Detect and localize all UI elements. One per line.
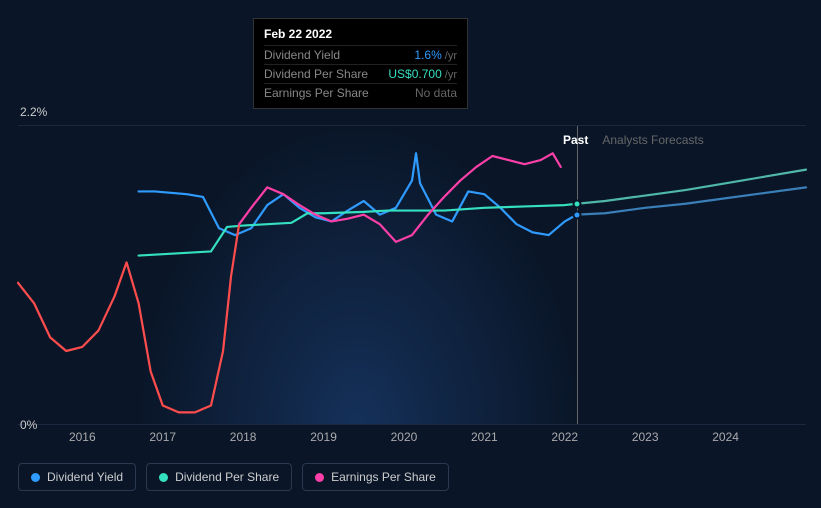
forecast-label: Analysts Forecasts bbox=[602, 133, 703, 147]
x-tick-label: 2022 bbox=[551, 430, 578, 444]
x-tick-label: 2018 bbox=[230, 430, 257, 444]
tooltip-row-value-wrap: US$0.700/yr bbox=[388, 67, 457, 81]
plot-area bbox=[18, 125, 806, 425]
tooltip-rows: Dividend Yield 1.6% /yr Dividend Per Share U… bbox=[264, 45, 457, 102]
chart-legend: Dividend Yield Dividend Per Share Earnings… bbox=[18, 463, 449, 491]
x-tick-label: 2020 bbox=[391, 430, 418, 444]
x-axis-line bbox=[18, 424, 806, 425]
chart-tooltip: Feb 22 2022 Dividend Yield1.6%/yrDividen… bbox=[253, 18, 468, 109]
x-axis: 2016 2017 2018 2019 2020 2021 2022 2023 2024 bbox=[18, 430, 806, 446]
series-cursor-dot bbox=[572, 210, 581, 219]
tooltip-row: Dividend Yield 1.6% /yr bbox=[264, 45, 457, 64]
x-tick-label: 2019 bbox=[310, 430, 337, 444]
legend-item[interactable]: Dividend Yield bbox=[18, 463, 136, 491]
legend-item[interactable]: Dividend Per Share bbox=[146, 463, 292, 491]
legend-dot-icon bbox=[31, 473, 40, 482]
tooltip-row-label: Earnings Per Share bbox=[264, 86, 369, 100]
legend-dot-icon bbox=[315, 473, 324, 482]
tooltip-row-label: Dividend Per Share bbox=[264, 67, 368, 81]
legend-label: Dividend Per Share bbox=[175, 470, 279, 484]
tooltip-row-unit: /yr bbox=[445, 69, 457, 81]
tooltip-row-value-wrap: No data bbox=[415, 86, 457, 100]
dividend-chart[interactable]: Past Analysts Forecasts 2.2%0% bbox=[18, 105, 806, 425]
tooltip-row-value: US$0.700 bbox=[388, 67, 441, 81]
chart-lines bbox=[18, 126, 806, 426]
tooltip-row-value: 1.6% bbox=[414, 48, 441, 62]
y-tick-label: 2.2% bbox=[20, 105, 47, 119]
tooltip-row-value-wrap: 1.6% /yr bbox=[414, 48, 457, 62]
legend-label: Dividend Yield bbox=[47, 470, 123, 484]
tooltip-date: Feb 22 2022 bbox=[264, 25, 457, 45]
past-label: Past bbox=[563, 133, 588, 147]
tooltip-row-value: No data bbox=[415, 86, 457, 100]
x-tick-label: 2023 bbox=[632, 430, 659, 444]
region-labels: Past Analysts Forecasts bbox=[563, 133, 704, 147]
tooltip-row-unit: /yr bbox=[445, 50, 457, 62]
x-tick-label: 2021 bbox=[471, 430, 498, 444]
x-tick-label: 2024 bbox=[712, 430, 739, 444]
x-tick-label: 2017 bbox=[149, 430, 176, 444]
tooltip-row-label: Dividend Yield bbox=[264, 48, 340, 62]
legend-item[interactable]: Earnings Per Share bbox=[302, 463, 449, 491]
series-cursor-dot bbox=[572, 199, 581, 208]
x-tick-label: 2016 bbox=[69, 430, 96, 444]
legend-dot-icon bbox=[159, 473, 168, 482]
legend-label: Earnings Per Share bbox=[331, 470, 436, 484]
tooltip-row: Earnings Per Share No data bbox=[264, 83, 457, 102]
tooltip-row: Dividend Per Share US$0.700/yr bbox=[264, 64, 457, 83]
